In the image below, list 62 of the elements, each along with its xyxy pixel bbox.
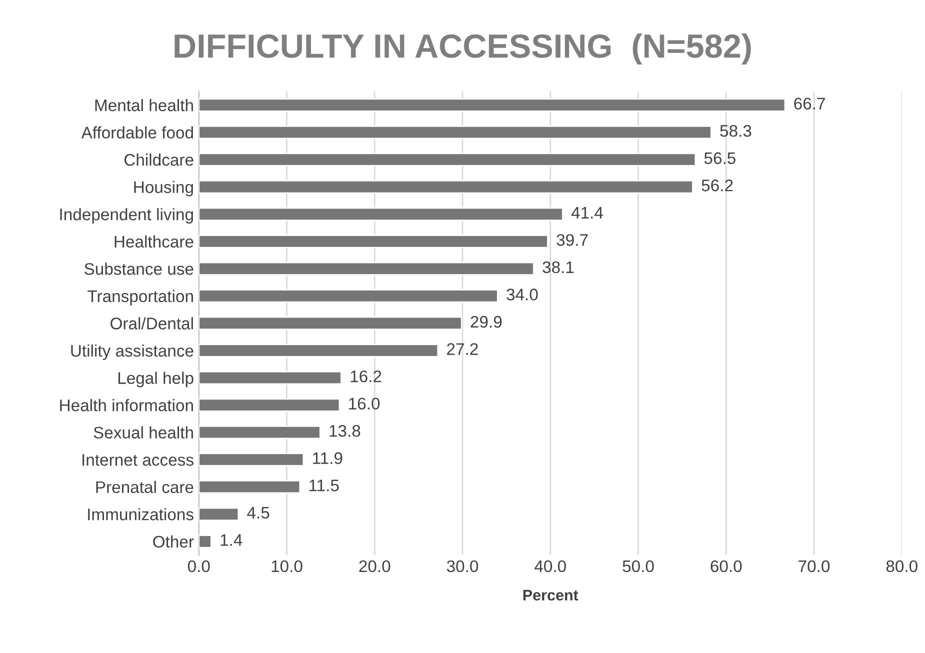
data-label: 16.0: [349, 398, 380, 410]
data-label: 66.7: [794, 98, 825, 110]
y-tick-label: Transportation: [88, 290, 193, 306]
bar: [198, 344, 439, 358]
y-tick-label: Housing: [134, 180, 193, 196]
chart-title: DIFFICULTY IN ACCESSING (N=582): [174, 33, 751, 65]
x-tick-label: 50.0: [622, 560, 654, 572]
x-tick-label: 80.0: [886, 560, 918, 572]
data-label: 58.3: [720, 125, 752, 137]
y-tick-label: Other: [153, 535, 194, 548]
y-tick-label: Sexual health: [94, 426, 193, 439]
bar: [198, 152, 696, 166]
bar: [198, 98, 786, 112]
y-tick-label: Legal help: [118, 372, 194, 388]
x-tick-label: 70.0: [798, 560, 830, 572]
y-tick-label: Affordable food: [81, 126, 193, 139]
x-tick-label: 20.0: [359, 560, 390, 572]
bar: [198, 125, 712, 140]
x-tick-label: 10.0: [272, 560, 302, 572]
y-tick-label: Immunizations: [88, 508, 194, 520]
y-tick-label: Childcare: [124, 154, 194, 166]
bar: [198, 398, 340, 412]
data-label: 39.7: [556, 234, 588, 246]
y-tick-label: Mental health: [95, 99, 193, 112]
data-label: 41.4: [571, 206, 603, 218]
bar: [198, 207, 564, 221]
bar: [198, 425, 321, 440]
data-label: 11.9: [313, 452, 342, 464]
bar: [198, 370, 342, 385]
bar: [198, 234, 548, 248]
data-label: 1.4: [220, 534, 242, 546]
x-tick-label: 0.0: [188, 560, 210, 572]
y-tick-label: Prenatal care: [96, 480, 194, 494]
x-axis-title: Percent: [523, 590, 578, 601]
data-label: 29.9: [470, 316, 502, 328]
y-tick-label: Healthcare: [114, 235, 194, 248]
bar: [198, 507, 240, 521]
bar: [198, 262, 534, 276]
x-tick-label: 30.0: [446, 560, 478, 572]
bar: [198, 289, 498, 303]
bar: [198, 452, 304, 466]
data-label: 56.2: [702, 180, 733, 192]
y-tick-label: Substance use: [84, 262, 194, 275]
data-label: 16.2: [350, 370, 382, 382]
bar: [198, 316, 462, 330]
x-tick-label: 60.0: [710, 560, 742, 572]
data-label: 4.5: [247, 506, 270, 519]
y-tick-label: Oral/Dental: [110, 317, 193, 330]
data-label: 13.8: [330, 424, 360, 437]
bar: [198, 534, 212, 548]
data-label: 38.1: [542, 261, 574, 274]
bar: [198, 180, 694, 194]
y-tick-label: Independent living: [60, 208, 193, 224]
y-tick-label: Utility assistance: [71, 344, 194, 360]
y-tick-label: Internet access: [82, 454, 194, 466]
y-tick-label: Health information: [60, 399, 193, 412]
data-label: 11.5: [310, 480, 339, 492]
x-tick-label: 40.0: [534, 560, 566, 572]
data-label: 56.5: [704, 152, 736, 164]
data-label: 34.0: [506, 288, 538, 300]
bar: [198, 480, 301, 494]
data-label: 27.2: [447, 343, 478, 355]
